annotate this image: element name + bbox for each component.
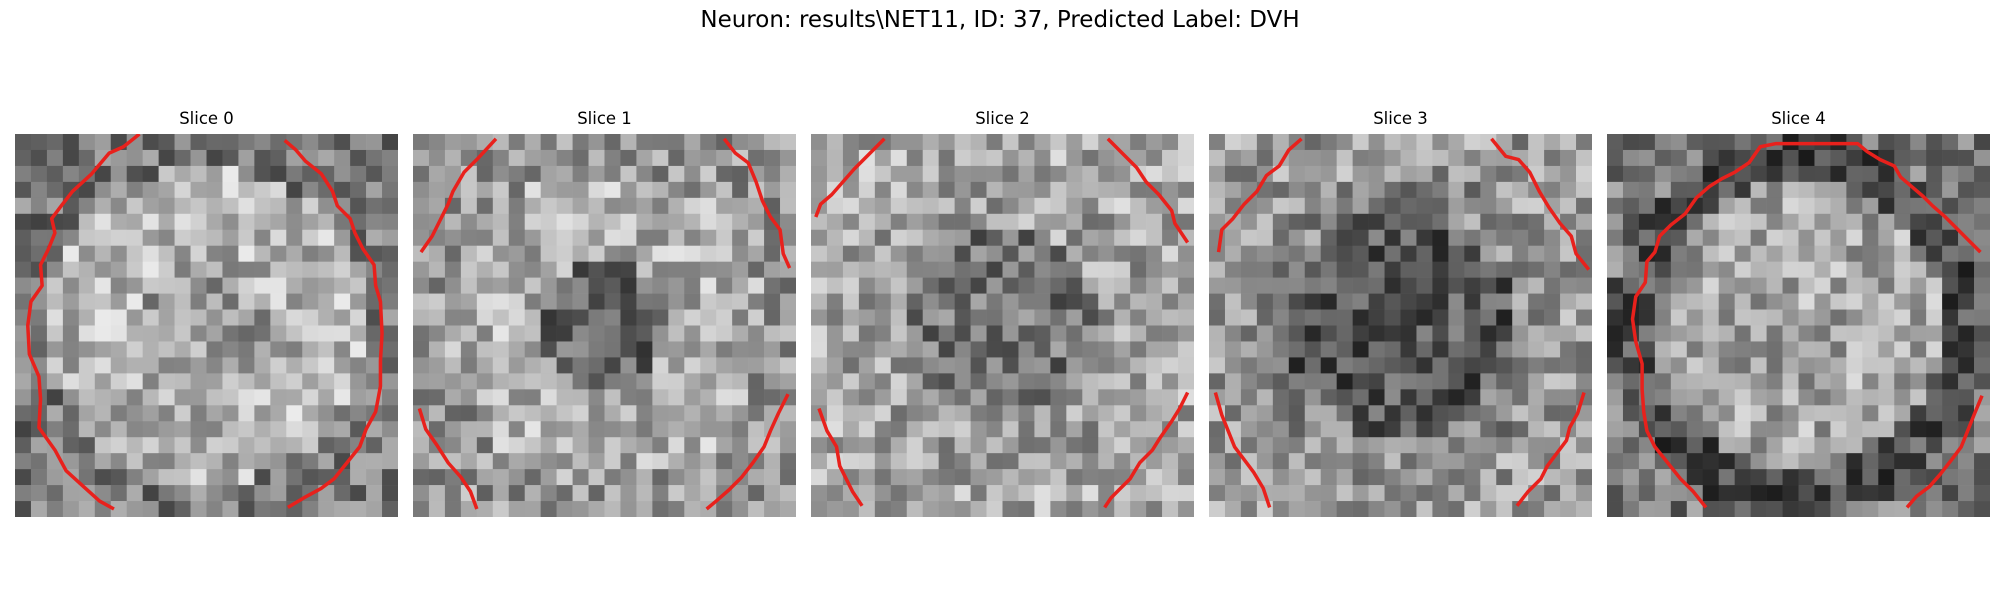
contour-line bbox=[814, 137, 886, 218]
contour-line bbox=[1213, 392, 1272, 508]
slice-title: Slice 2 bbox=[975, 109, 1030, 128]
contour-line bbox=[283, 139, 384, 509]
figure-title: Neuron: results\NET11, ID: 37, Predicted… bbox=[700, 7, 1300, 33]
slice-title: Slice 3 bbox=[1373, 109, 1428, 128]
slice-panel-4: Slice 4 bbox=[1607, 108, 1990, 517]
slice-image bbox=[15, 134, 398, 517]
contour-line bbox=[1216, 137, 1303, 253]
contour-line bbox=[705, 393, 790, 511]
slice-title: Slice 1 bbox=[577, 109, 632, 128]
contour-line bbox=[417, 407, 479, 510]
slice-panel-3: Slice 3 bbox=[1209, 108, 1592, 517]
contour-line bbox=[419, 137, 498, 254]
slice-panel-2: Slice 2 bbox=[811, 108, 1194, 517]
slice-title: Slice 4 bbox=[1771, 109, 1826, 128]
contour-line bbox=[722, 137, 792, 269]
contour-line bbox=[1905, 395, 1984, 509]
slice-panel-1: Slice 1 bbox=[413, 108, 796, 517]
contour-line bbox=[26, 134, 141, 511]
slice-image bbox=[413, 134, 796, 517]
slice-title: Slice 0 bbox=[179, 109, 234, 128]
contour-line bbox=[1515, 392, 1586, 507]
contour-line bbox=[1630, 141, 1982, 509]
slice-image bbox=[1209, 134, 1592, 517]
slice-panel-0: Slice 0 bbox=[15, 108, 398, 517]
contour-line bbox=[1106, 137, 1190, 244]
contour-line bbox=[817, 407, 864, 507]
contour-line bbox=[1103, 391, 1190, 509]
slice-image bbox=[811, 134, 1194, 517]
slice-image bbox=[1607, 134, 1990, 517]
contour-line bbox=[1490, 137, 1591, 271]
